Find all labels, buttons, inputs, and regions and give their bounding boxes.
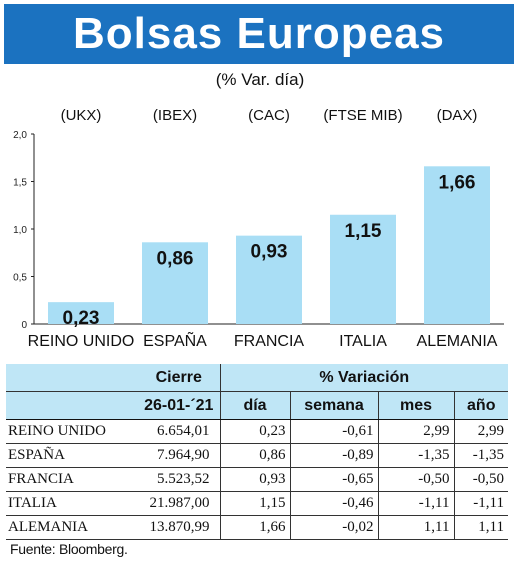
cell-mes: 2,99 [377, 419, 454, 444]
bar-data-label: 1,66 [439, 172, 476, 193]
cell-cierre: 13.870,99 [138, 515, 220, 540]
header-semana: semana [289, 391, 378, 420]
header-anio: año [453, 391, 508, 420]
category-label: ESPAÑA [143, 330, 207, 350]
cell-cierre: 5.523,52 [138, 467, 220, 492]
bar-francia [236, 235, 302, 324]
category-label: ITALIA [339, 333, 387, 350]
cell-dia: 0,23 [219, 419, 290, 444]
cell-semana: -0,65 [289, 467, 378, 492]
row-name: FRANCIA [6, 467, 138, 492]
cell-semana: -0,61 [289, 419, 378, 444]
cell-anio: -1,35 [453, 443, 508, 468]
cell-dia: 1,66 [219, 515, 290, 540]
cell-anio: 2,99 [453, 419, 508, 444]
table-corner-2 [6, 391, 138, 420]
cell-mes: -1,11 [377, 491, 454, 516]
index-label: (FTSE MIB) [323, 107, 402, 124]
table-group-header-row: Cierre % Variación [6, 364, 508, 392]
cell-dia: 0,93 [219, 467, 290, 492]
y-tick-label: 2,0 [13, 130, 27, 141]
index-label: (IBEX) [153, 107, 197, 124]
cell-anio: 1,11 [453, 515, 508, 540]
bar-reino-unido [48, 302, 114, 324]
table-row: FRANCIA 5.523,52 0,93 -0,65 -0,50 -0,50 [6, 467, 508, 492]
cell-semana: -0,02 [289, 515, 378, 540]
cell-dia: 0,86 [219, 443, 290, 468]
index-label: (DAX) [437, 107, 478, 124]
table-corner [6, 364, 138, 392]
category-label: FRANCIA [234, 333, 305, 350]
table-row: ESPAÑA 7.964,90 0,86 -0,89 -1,35 -1,35 [6, 443, 508, 468]
table-row: ALEMANIA 13.870,99 1,66 -0,02 1,11 1,11 [6, 515, 508, 540]
cell-cierre: 21.987,00 [138, 491, 220, 516]
bar-data-label: 0,86 [157, 248, 194, 269]
cell-mes: -1,35 [377, 443, 454, 468]
cell-anio: -1,11 [453, 491, 508, 516]
row-name: REINO UNIDO [6, 419, 138, 444]
bar-italia [330, 214, 396, 324]
bar-data-label: 0,23 [63, 308, 100, 329]
table-row: ITALIA 21.987,00 1,15 -0,46 -1,11 -1,11 [6, 491, 508, 516]
quotes-table-container: Cierre % Variación 26-01-´21 día semana … [6, 364, 508, 540]
index-label: (UKX) [61, 107, 102, 124]
table-body: REINO UNIDO 6.654,01 0,23 -0,61 2,99 2,99 ESPA… [6, 419, 508, 540]
category-label: ALEMANIA [417, 333, 498, 350]
header-date: 26-01-´21 [138, 391, 220, 420]
title-banner: Bolsas Europeas [4, 4, 514, 64]
bar-españa [142, 242, 208, 324]
bar-alemania [424, 166, 490, 324]
cell-dia: 1,15 [219, 491, 290, 516]
cell-cierre: 7.964,90 [138, 443, 220, 468]
y-tick-label: 0,5 [13, 273, 27, 284]
page-title: Bolsas Europeas [72, 9, 446, 58]
row-name: ALEMANIA [6, 515, 138, 540]
cell-cierre: 6.654,01 [138, 419, 220, 444]
bar-chart: 0 0,5 1,0 1,5 2,0 0,23 (UKX) REINO UNIDO 0,86 (IB… [13, 107, 504, 350]
table-row: REINO UNIDO 6.654,01 0,23 -0,61 2,99 2,99 [6, 419, 508, 444]
source-note: Fuente: Bloomberg. [10, 541, 128, 557]
index-label: (CAC) [248, 107, 290, 124]
row-name: ESPAÑA [6, 443, 138, 468]
header-variacion: % Variación [219, 364, 508, 392]
table-sub-header-row: 26-01-´21 día semana mes año [6, 391, 508, 420]
y-tick-label: 1,0 [13, 225, 27, 236]
cell-mes: 1,11 [377, 515, 454, 540]
y-tick-label: 1,5 [13, 178, 27, 189]
header-cierre: Cierre [138, 364, 220, 392]
bar-data-label: 1,15 [345, 221, 382, 242]
cell-mes: -0,50 [377, 467, 454, 492]
chart-subtitle: (% Var. día) [215, 70, 305, 89]
bar-data-label: 0,93 [251, 242, 288, 263]
row-name: ITALIA [6, 491, 138, 516]
y-tick-label: 0 [21, 320, 27, 331]
header-mes: mes [377, 391, 454, 420]
quotes-table: Cierre % Variación 26-01-´21 día semana … [6, 364, 508, 540]
cell-semana: -0,46 [289, 491, 378, 516]
category-label: REINO UNIDO [28, 333, 135, 350]
cell-anio: -0,50 [453, 467, 508, 492]
cell-semana: -0,89 [289, 443, 378, 468]
header-dia: día [219, 391, 290, 420]
